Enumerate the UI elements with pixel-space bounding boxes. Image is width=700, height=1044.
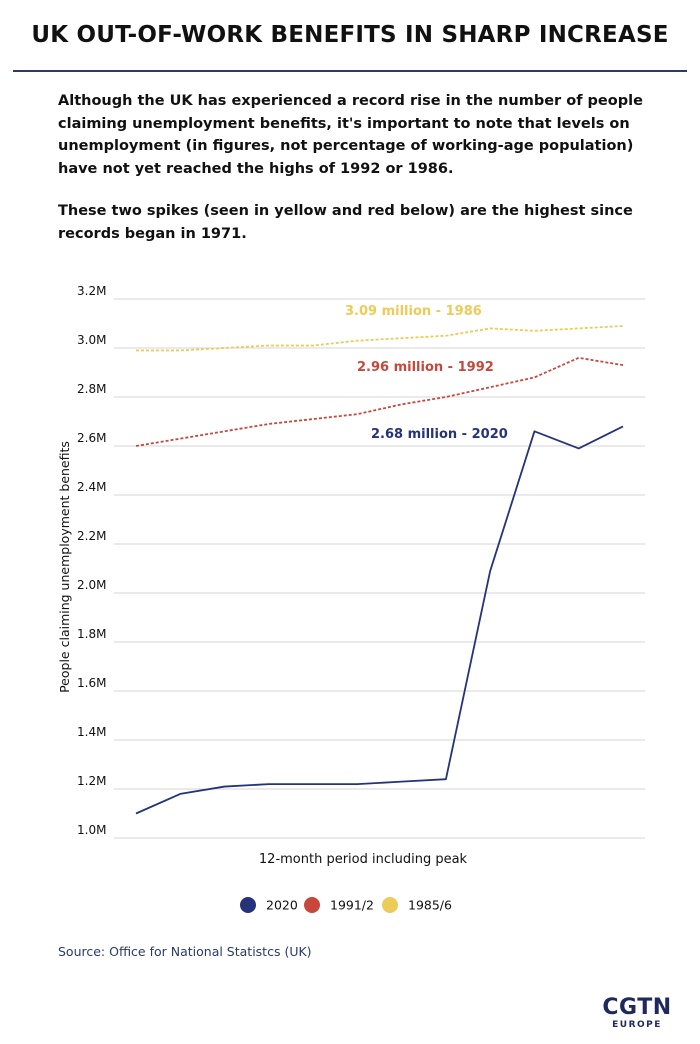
y-axis-label: People claiming unemployment benefits xyxy=(57,441,72,693)
series-line-2020 xyxy=(135,425,624,815)
y-tick-label: 2.4M xyxy=(77,480,106,494)
series-lines xyxy=(135,325,624,815)
y-tick-label: 3.0M xyxy=(77,333,106,347)
gridlines xyxy=(114,298,645,839)
source-note: Source: Office for National Statistcs (U… xyxy=(58,944,312,959)
x-axis-label: 12-month period including peak xyxy=(259,852,468,867)
legend-label: 2020 xyxy=(266,898,298,913)
y-tick-label: 2.0M xyxy=(77,578,106,592)
legend-swatch xyxy=(382,897,398,913)
legend-label: 1985/6 xyxy=(408,898,452,913)
logo-main-text: CGTN xyxy=(602,995,672,1020)
series-line-1985-6 xyxy=(136,325,624,352)
legend-item: 2020 xyxy=(240,897,298,913)
legend-item: 1985/6 xyxy=(382,897,452,913)
y-tick-label: 2.8M xyxy=(77,382,106,396)
y-tick-label: 1.6M xyxy=(77,676,106,690)
y-tick-label: 1.2M xyxy=(77,774,106,788)
intro-paragraph-1: Although the UK has experienced a record… xyxy=(58,93,643,177)
legend: 2020 1991/2 1985/6 xyxy=(240,897,452,913)
y-axis-ticks: 1.0M 1.2M 1.4M 1.6M 1.8M 2.0M 2.2M 2.4M 2.6M 2.8M… xyxy=(77,284,106,837)
y-tick-label: 2.6M xyxy=(77,431,106,445)
intro-paragraph-2: These two spikes (seen in yellow and red… xyxy=(58,203,633,242)
annotation-label: 2.68 million - 2020 xyxy=(371,427,508,442)
legend-swatch xyxy=(304,897,320,913)
series-line-1991-2 xyxy=(135,356,624,447)
legend-item: 1991/2 xyxy=(304,897,374,913)
cgtn-logo: CGTN EUROPE xyxy=(598,995,676,1031)
annotation-label: 2.96 million - 1992 xyxy=(357,360,494,375)
series-annotations: 2.68 million - 2020 2.96 million - 1992 3.… xyxy=(345,304,508,442)
legend-label: 1991/2 xyxy=(330,898,374,913)
y-tick-label: 1.4M xyxy=(77,725,106,739)
legend-swatch xyxy=(240,897,256,913)
title-divider xyxy=(13,70,687,72)
y-tick-label: 3.2M xyxy=(77,284,106,298)
annotation-label: 3.09 million - 1986 xyxy=(345,304,482,319)
page-title: UK OUT-OF-WORK BENEFITS IN SHARP INCREAS… xyxy=(31,22,669,48)
y-tick-label: 1.0M xyxy=(77,823,106,837)
y-tick-label: 2.2M xyxy=(77,529,106,543)
logo-sub-text: EUROPE xyxy=(612,1020,662,1030)
y-tick-label: 1.8M xyxy=(77,627,106,641)
line-chart: 1.0M 1.2M 1.4M 1.6M 1.8M 2.0M 2.2M 2.4M 2.6M 2.8M… xyxy=(57,284,645,913)
